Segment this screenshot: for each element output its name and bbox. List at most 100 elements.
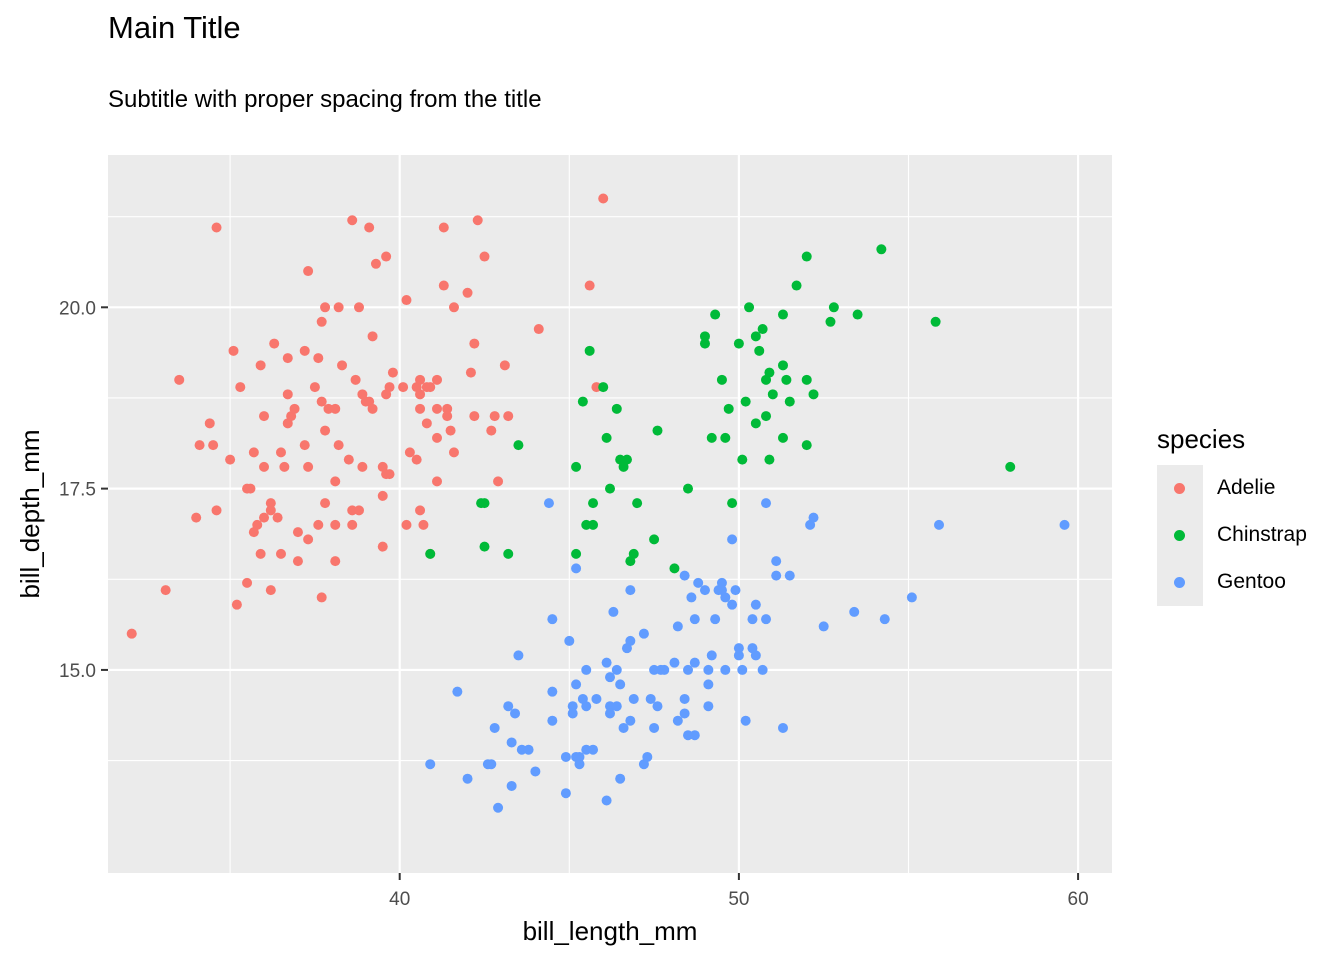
data-point-adelie bbox=[191, 512, 202, 523]
legend-label-adelie: Adelie bbox=[1217, 476, 1276, 499]
data-point-adelie bbox=[320, 425, 331, 436]
data-point-chinstrap bbox=[503, 548, 514, 559]
data-point-chinstrap bbox=[750, 418, 761, 429]
data-point-adelie bbox=[316, 592, 327, 603]
data-point-adelie bbox=[289, 403, 300, 414]
data-point-adelie bbox=[309, 382, 320, 393]
x-tick-label: 40 bbox=[389, 889, 410, 910]
data-point-chinstrap bbox=[588, 498, 599, 509]
data-point-adelie bbox=[316, 396, 327, 407]
data-point-chinstrap bbox=[767, 389, 778, 400]
data-point-gentoo bbox=[699, 585, 710, 596]
data-point-adelie bbox=[160, 585, 171, 596]
data-point-chinstrap bbox=[801, 440, 812, 451]
data-point-adelie bbox=[398, 382, 409, 393]
data-point-adelie bbox=[245, 483, 256, 494]
data-point-gentoo bbox=[934, 519, 945, 530]
data-point-adelie bbox=[465, 367, 476, 378]
data-point-chinstrap bbox=[764, 454, 775, 465]
data-point-adelie bbox=[448, 302, 459, 313]
data-point-chinstrap bbox=[683, 483, 694, 494]
data-point-gentoo bbox=[615, 679, 626, 690]
data-point-gentoo bbox=[849, 606, 860, 617]
data-point-gentoo bbox=[574, 751, 585, 762]
data-point-adelie bbox=[211, 222, 222, 233]
data-point-adelie bbox=[432, 476, 443, 487]
data-point-chinstrap bbox=[706, 432, 717, 443]
data-point-chinstrap bbox=[571, 548, 582, 559]
legend-key-adelie bbox=[1174, 483, 1185, 494]
chart-subtitle: Subtitle with proper spacing from the ti… bbox=[108, 86, 542, 113]
data-point-gentoo bbox=[462, 773, 473, 784]
data-point-gentoo bbox=[493, 802, 504, 813]
data-point-chinstrap bbox=[649, 534, 660, 545]
y-tick-label: 17.5 bbox=[59, 480, 96, 501]
data-point-gentoo bbox=[771, 556, 782, 567]
data-point-chinstrap bbox=[777, 432, 788, 443]
data-point-adelie bbox=[486, 425, 497, 436]
data-point-chinstrap bbox=[628, 548, 639, 559]
data-point-adelie bbox=[303, 461, 314, 472]
data-point-gentoo bbox=[710, 614, 721, 625]
data-point-adelie bbox=[265, 498, 276, 509]
data-point-gentoo bbox=[601, 657, 612, 668]
data-point-chinstrap bbox=[601, 432, 612, 443]
data-point-chinstrap bbox=[761, 411, 772, 422]
data-point-chinstrap bbox=[716, 374, 727, 385]
data-point-chinstrap bbox=[727, 498, 738, 509]
data-point-adelie bbox=[174, 374, 185, 385]
data-point-adelie bbox=[387, 367, 398, 378]
data-point-chinstrap bbox=[825, 316, 836, 327]
data-point-gentoo bbox=[601, 795, 612, 806]
data-point-gentoo bbox=[510, 708, 521, 719]
data-point-adelie bbox=[320, 302, 331, 313]
data-point-adelie bbox=[320, 498, 331, 509]
data-point-gentoo bbox=[571, 679, 582, 690]
data-point-adelie bbox=[282, 389, 293, 400]
data-point-adelie bbox=[370, 258, 381, 269]
legend-item-gentoo: Gentoo bbox=[1157, 559, 1337, 605]
data-point-adelie bbox=[479, 251, 490, 262]
data-point-chinstrap bbox=[479, 541, 490, 552]
data-point-adelie bbox=[469, 338, 480, 349]
data-point-gentoo bbox=[605, 708, 615, 719]
data-point-chinstrap bbox=[652, 425, 663, 436]
data-point-adelie bbox=[438, 222, 449, 233]
data-point-chinstrap bbox=[764, 367, 775, 378]
legend-label-chinstrap: Chinstrap bbox=[1217, 523, 1307, 546]
data-point-gentoo bbox=[761, 614, 772, 625]
data-point-gentoo bbox=[638, 628, 649, 639]
legend-item-chinstrap: Chinstrap bbox=[1157, 512, 1337, 558]
data-point-adelie bbox=[282, 353, 293, 364]
data-point-gentoo bbox=[906, 592, 917, 603]
y-tick-label: 20.0 bbox=[59, 298, 96, 319]
data-point-chinstrap bbox=[598, 382, 609, 393]
legend-key-gentoo bbox=[1174, 577, 1185, 588]
data-point-chinstrap bbox=[777, 309, 788, 320]
data-point-gentoo bbox=[733, 650, 744, 661]
data-point-gentoo bbox=[659, 664, 670, 675]
data-point-adelie bbox=[415, 403, 426, 414]
data-point-gentoo bbox=[777, 722, 788, 733]
data-point-gentoo bbox=[727, 599, 738, 610]
data-point-adelie bbox=[330, 519, 341, 530]
data-point-adelie bbox=[272, 512, 283, 523]
data-point-chinstrap bbox=[791, 280, 802, 291]
data-point-gentoo bbox=[591, 693, 602, 704]
data-point-chinstrap bbox=[784, 396, 795, 407]
y-tick-label: 15.0 bbox=[59, 661, 96, 682]
data-point-adelie bbox=[126, 628, 137, 639]
data-point-chinstrap bbox=[777, 360, 788, 371]
data-point-adelie bbox=[303, 266, 314, 277]
data-point-adelie bbox=[493, 476, 504, 487]
data-point-adelie bbox=[445, 425, 456, 436]
data-point-chinstrap bbox=[737, 454, 748, 465]
data-point-gentoo bbox=[618, 722, 629, 733]
data-point-adelie bbox=[401, 519, 412, 530]
data-point-adelie bbox=[330, 476, 341, 487]
data-point-chinstrap bbox=[577, 396, 588, 407]
data-point-adelie bbox=[350, 374, 361, 385]
data-point-adelie bbox=[248, 447, 259, 458]
data-point-gentoo bbox=[679, 693, 690, 704]
data-point-chinstrap bbox=[699, 338, 710, 349]
